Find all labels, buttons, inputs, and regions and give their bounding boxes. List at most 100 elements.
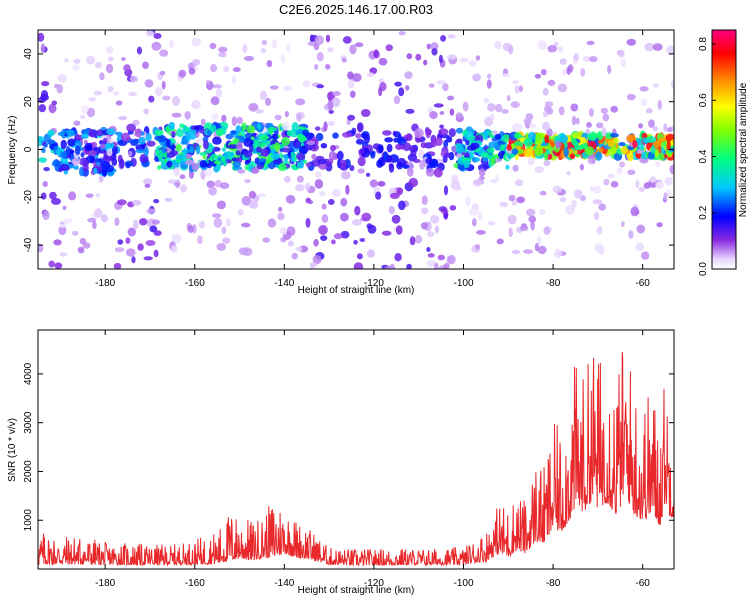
spectrogram-cell (536, 236, 542, 246)
spectrogram-cell (173, 182, 181, 187)
spectrogram-cell (311, 153, 317, 160)
spectrogram-cell (49, 191, 57, 200)
spectrogram-cell (143, 108, 150, 115)
spectrogram-cell (98, 175, 104, 183)
spectrogram-cell (389, 263, 395, 269)
spectrogram-cell (164, 197, 173, 202)
spectrogram-cell (113, 262, 122, 269)
spectrogram-cell (547, 45, 557, 53)
spectrogram-cell (188, 169, 195, 179)
spectrogram-cell (488, 141, 498, 148)
spectrogram-cell (385, 44, 393, 52)
spectrogram-cell (212, 84, 222, 89)
spectrogram-cell (325, 34, 331, 43)
spectrogram-cell (437, 254, 445, 261)
spectrogram-cell (512, 80, 519, 85)
spectrogram-cell (236, 116, 243, 125)
spectrogram-cell (377, 181, 386, 187)
spectrogram-cell (225, 133, 234, 140)
spectrogram-cell (66, 129, 75, 137)
spectrogram-cell (444, 213, 449, 219)
spectrogram-cell (339, 159, 348, 170)
spectrogram-cell (161, 143, 167, 154)
spectrogram-cell (533, 132, 544, 141)
spectrogram-cell (58, 223, 67, 228)
spectrogram-x-tick-label: -80 (546, 278, 561, 289)
spectrogram-cell (555, 140, 562, 149)
spectrogram-cell (434, 225, 440, 234)
spectrogram-cell (119, 158, 125, 169)
spectrogram-cell (475, 244, 480, 250)
spectrogram-cell (409, 236, 416, 246)
spectrogram-cell (92, 221, 97, 230)
spectrogram-cell (254, 109, 264, 114)
spectrogram-cell (542, 121, 550, 131)
spectrogram-cell (274, 114, 282, 121)
spectrogram-cell (635, 242, 645, 252)
spectrogram-cell (666, 45, 674, 55)
spectrogram-cell (507, 214, 517, 225)
spectrogram-cell (246, 125, 256, 134)
spectrogram-cell (433, 167, 443, 178)
spectrogram-cell (332, 132, 339, 139)
spectrogram-cell (77, 246, 85, 254)
spectrogram-cell (270, 152, 281, 160)
colorbar-tick-label: 0.8 (698, 37, 709, 51)
spectrogram-cell (495, 103, 503, 113)
spectrogram-cell (159, 70, 166, 76)
spectrogram-cell (626, 134, 636, 143)
spectrogram-cell (511, 148, 519, 156)
spectrogram-cell (494, 174, 499, 183)
snr-y-tick-label: 3000 (23, 411, 34, 434)
spectrogram-cell (340, 230, 350, 239)
spectrogram-cell (260, 134, 269, 140)
spectrogram-cell (105, 46, 114, 55)
spectrogram-cell (607, 64, 612, 74)
spectrogram-cell (405, 85, 410, 91)
spectrogram-cell (433, 103, 444, 108)
spectrogram-cell (206, 79, 211, 85)
spectrogram-x-tick-label: -180 (95, 278, 115, 289)
spectrogram-cell (640, 143, 645, 152)
spectrogram-cell (639, 86, 649, 92)
spectrogram-cell (243, 137, 253, 147)
spectrogram-cell (333, 233, 343, 240)
spectrogram-cell (619, 161, 625, 168)
spectrogram-cell (87, 150, 97, 157)
spectrogram-cell (258, 193, 267, 198)
snr-y-axis: 1000 2000 3000 4000 (23, 362, 674, 531)
spectrogram-cell (327, 92, 333, 102)
spectrogram-cell (535, 139, 543, 145)
spectrogram-cell (558, 106, 565, 116)
spectrogram-cell (105, 63, 114, 74)
spectrogram-cell (593, 185, 602, 194)
spectrogram-cell (512, 123, 523, 133)
spectrogram-cell (470, 142, 480, 149)
spectrogram-cell (168, 121, 175, 130)
spectrogram-cell (476, 230, 486, 235)
spectrogram-cell (369, 179, 378, 188)
spectrogram-cell (537, 40, 548, 50)
spectrogram-cell (508, 194, 516, 202)
spectrogram-cell (235, 150, 241, 156)
spectrogram-cell (296, 152, 306, 161)
spectrogram-cell (202, 155, 207, 160)
spectrogram-cell (219, 182, 230, 190)
spectrogram-cell (107, 85, 114, 93)
spectrogram-cell (202, 140, 209, 150)
spectrogram-cell (200, 118, 206, 126)
spectrogram-cell (354, 42, 364, 48)
spectrogram-cell (215, 88, 223, 98)
spectrogram-cell (73, 58, 81, 64)
spectrogram-cell (367, 224, 377, 234)
spectrogram-cell (508, 45, 514, 55)
spectrogram-cell (112, 146, 118, 155)
spectrogram-cell (436, 80, 446, 85)
spectrogram-cell (199, 160, 208, 168)
spectrogram-cell (347, 71, 354, 80)
spectrogram-cell (588, 108, 594, 117)
spectrogram-cell (223, 65, 230, 73)
spectrogram-cell (173, 167, 181, 177)
spectrogram-cell (231, 75, 237, 84)
spectrogram-cell (584, 146, 595, 156)
